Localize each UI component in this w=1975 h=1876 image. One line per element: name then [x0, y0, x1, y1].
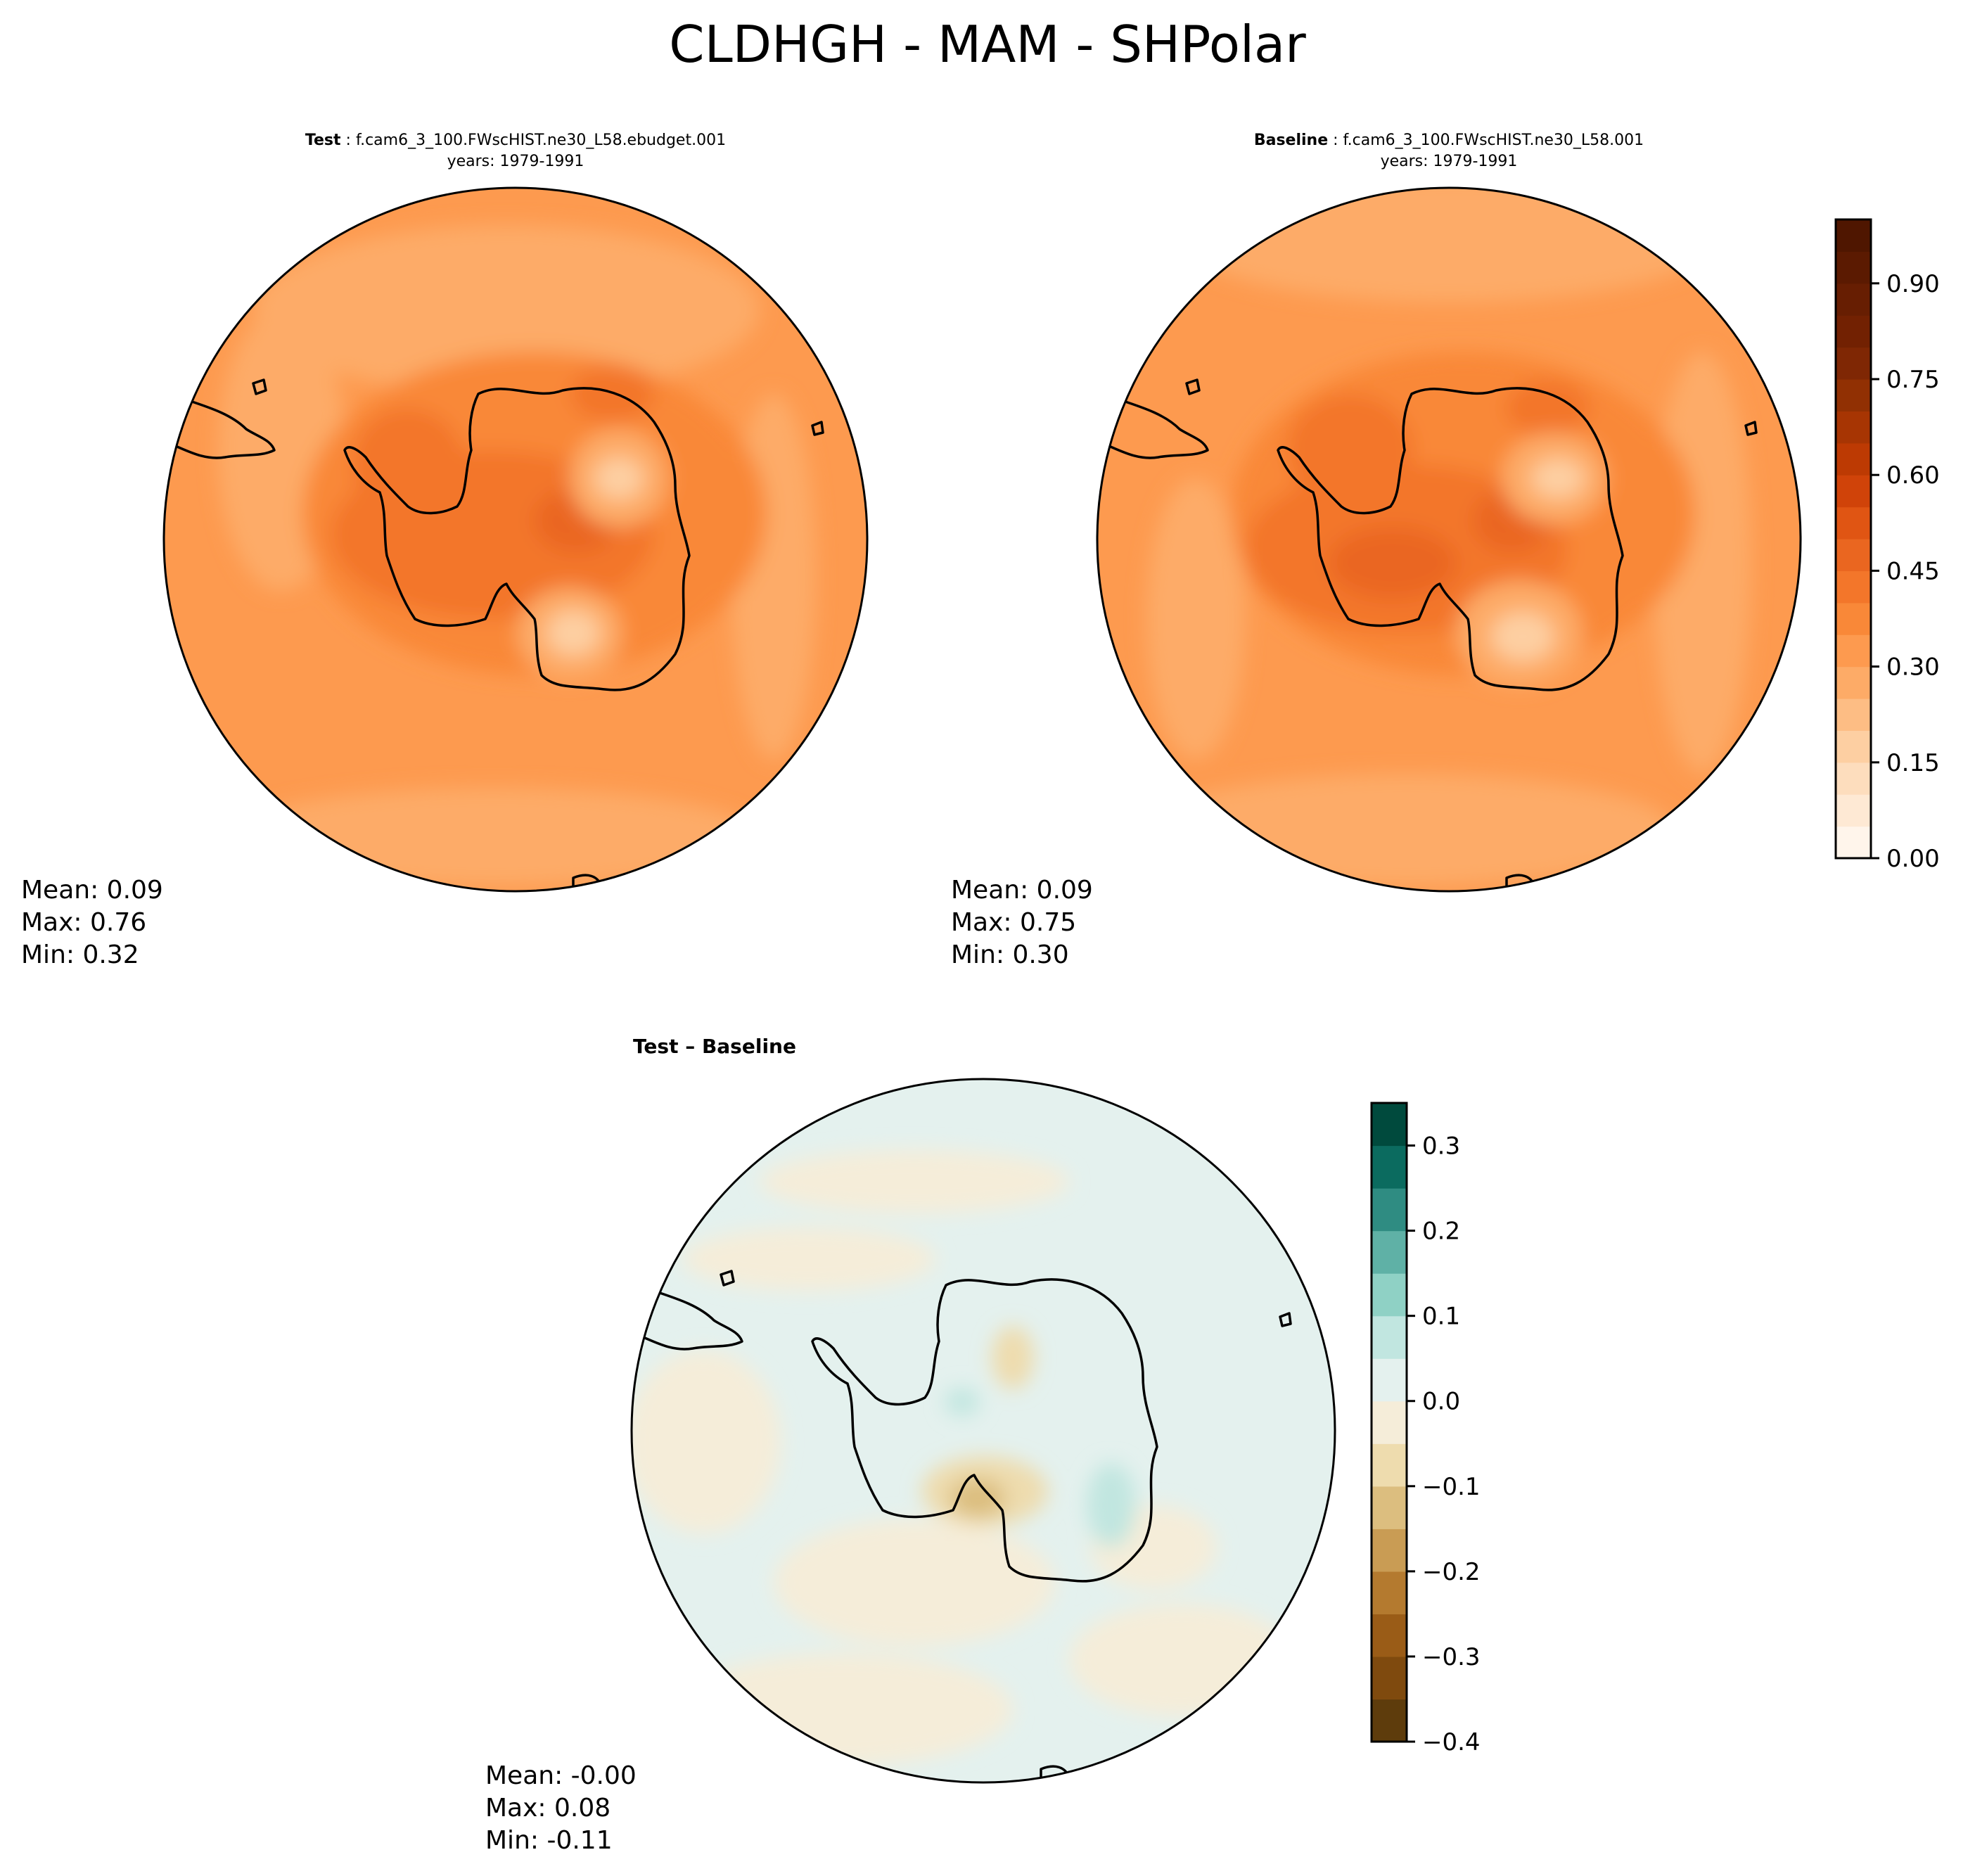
colorbar-diff-level-3: [1372, 1571, 1407, 1614]
colorbar-main-level-1: [1836, 794, 1871, 827]
colorbar-diff-level-14: [1372, 1103, 1407, 1147]
colorbar-diff-level-0: [1372, 1699, 1407, 1742]
colorbar-main-level-19: [1836, 219, 1871, 252]
colorbar-main-level-17: [1836, 283, 1871, 316]
colorbar-diff: 0.3 0.2 0.1 0.0 −0.1 −0.2 −0.3 −0.4: [1370, 1102, 1481, 1756]
panel-diff-max: Max: 0.08: [485, 1794, 611, 1823]
map-test: [164, 188, 867, 891]
panel-baseline-mean: Mean: 0.09: [951, 876, 1093, 905]
colorbar-main-level-7: [1836, 602, 1871, 635]
colorbar-main-level-6: [1836, 634, 1871, 668]
colorbar-diff-tick-label-3: 0.0: [1422, 1388, 1460, 1416]
panel-baseline-label: Baseline: [1254, 132, 1328, 149]
panel-test-mean: Mean: 0.09: [21, 876, 163, 905]
panel-test-title: Test : f.cam6_3_100.FWscHIST.ne30_L58.eb…: [305, 132, 726, 149]
figure-title: CLDHGH - MAM - SHPolar: [669, 15, 1306, 74]
colorbar-main-tick-label-1: 0.15: [1886, 749, 1940, 777]
panel-diff-title: Test – Baseline: [633, 1035, 796, 1058]
colorbar-main-level-12: [1836, 442, 1871, 476]
colorbar-diff-tick-label-1: 0.2: [1422, 1218, 1460, 1246]
colorbar-diff-level-11: [1372, 1230, 1407, 1274]
panel-diff-mean: Mean: -0.00: [485, 1761, 637, 1790]
colorbar-main-tick-label-6: 0.90: [1886, 270, 1940, 298]
colorbar-main-tick-label-2: 0.30: [1886, 653, 1940, 682]
colorbar-diff-tick-label-0: 0.3: [1422, 1132, 1460, 1161]
colorbar-diff-level-6: [1372, 1443, 1407, 1487]
colorbar-diff-tick-label-4: −0.1: [1422, 1473, 1481, 1501]
panel-test: Test : f.cam6_3_100.FWscHIST.ne30_L58.eb…: [21, 132, 869, 969]
colorbar-main-level-8: [1836, 570, 1871, 604]
colorbar-main-level-5: [1836, 666, 1871, 699]
panel-baseline-min: Min: 0.30: [951, 940, 1069, 969]
panel-baseline-title: Baseline : f.cam6_3_100.FWscHIST.ne30_L5…: [1254, 132, 1644, 149]
panel-test-years: years: 1979-1991: [447, 153, 584, 170]
panel-diff: Test – Baseline: [485, 1035, 1336, 1855]
colorbar-diff-level-12: [1372, 1188, 1407, 1232]
colorbar-main-level-16: [1836, 315, 1871, 348]
panel-diff-min: Min: -0.11: [485, 1826, 613, 1855]
panel-test-label: Test: [305, 132, 341, 149]
colorbar-diff-level-10: [1372, 1273, 1407, 1317]
colorbar-diff-level-5: [1372, 1486, 1407, 1529]
colorbar-main-level-11: [1836, 475, 1871, 508]
panel-test-case: f.cam6_3_100.FWscHIST.ne30_L58.ebudget.0…: [356, 132, 726, 149]
colorbar-main-level-13: [1836, 411, 1871, 444]
colorbar-diff-tick-label-6: −0.3: [1422, 1643, 1481, 1671]
colorbar-diff-level-4: [1372, 1529, 1407, 1572]
colorbar-main-level-14: [1836, 379, 1871, 411]
colorbar-main-tick-label-5: 0.75: [1886, 366, 1940, 394]
colorbar-diff-tick-label-5: −0.2: [1422, 1558, 1481, 1586]
map-baseline: [1097, 188, 1801, 891]
colorbar-main-tick-label-0: 0.00: [1886, 845, 1940, 873]
colorbar-diff-tick-label-7: −0.4: [1422, 1728, 1481, 1756]
colorbar-main-tick-label-4: 0.60: [1886, 461, 1940, 490]
colorbar-main-level-9: [1836, 539, 1871, 571]
colorbar-main-level-18: [1836, 251, 1871, 284]
panel-baseline-max: Max: 0.75: [951, 908, 1076, 937]
panel-baseline: Baseline : f.cam6_3_100.FWscHIST.ne30_L5…: [951, 132, 1802, 969]
colorbar-diff-tick-label-2: 0.1: [1422, 1303, 1460, 1331]
colorbar-main: 0.00 0.15 0.30 0.45 0.60 0.75 0.90: [1834, 218, 1940, 873]
colorbar-diff-level-1: [1372, 1656, 1407, 1700]
colorbar-diff-level-13: [1372, 1145, 1407, 1189]
colorbar-main-level-4: [1836, 698, 1871, 731]
colorbar-main-level-3: [1836, 730, 1871, 763]
colorbar-main-level-2: [1836, 762, 1871, 795]
colorbar-main-level-0: [1836, 826, 1871, 859]
panel-test-max: Max: 0.76: [21, 908, 146, 937]
colorbar-main-level-15: [1836, 347, 1871, 380]
colorbar-diff-level-8: [1372, 1358, 1407, 1402]
panel-baseline-case: f.cam6_3_100.FWscHIST.ne30_L58.001: [1343, 132, 1644, 149]
colorbar-diff-level-9: [1372, 1315, 1407, 1359]
colorbar-diff-level-2: [1372, 1614, 1407, 1657]
colorbar-diff-level-7: [1372, 1400, 1407, 1444]
colorbar-main-level-10: [1836, 506, 1871, 540]
panel-test-min: Min: 0.32: [21, 940, 139, 969]
colorbar-main-frame: [1834, 218, 1872, 860]
colorbar-diff-frame: [1370, 1102, 1408, 1743]
panel-baseline-years: years: 1979-1991: [1381, 153, 1518, 170]
colorbar-main-tick-label-3: 0.45: [1886, 557, 1940, 585]
